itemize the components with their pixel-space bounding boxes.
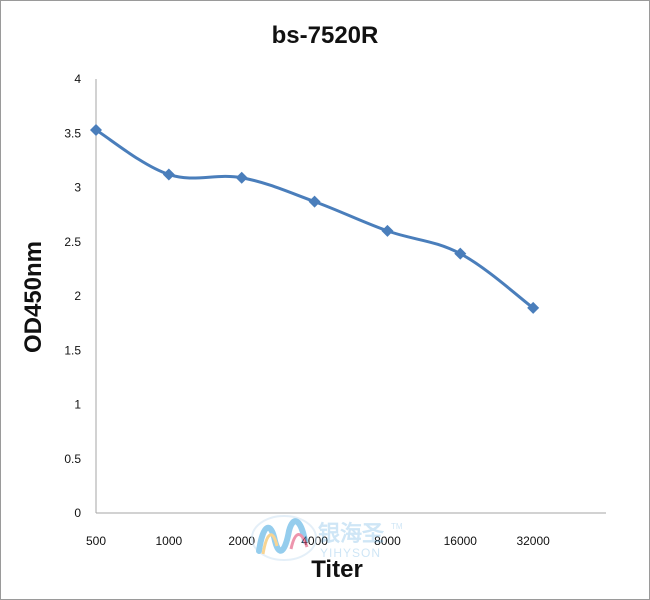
data-point-marker bbox=[381, 224, 394, 237]
data-point-marker bbox=[235, 171, 248, 184]
chart-title: bs-7520R bbox=[272, 22, 379, 49]
series-line bbox=[95, 128, 535, 310]
x-tick-label: 32000 bbox=[516, 534, 550, 548]
x-axis-ticks: 500 1000 2000 4000 8000 16000 32000 bbox=[86, 534, 550, 548]
y-tick-label: 3.5 bbox=[64, 126, 81, 140]
x-tick-label: 500 bbox=[86, 534, 106, 548]
y-tick-label: 2.5 bbox=[64, 235, 81, 249]
x-tick-label: 2000 bbox=[228, 534, 255, 548]
watermark-logo: 银海圣 TM YIHYSON bbox=[251, 515, 403, 561]
y-axis-ticks: 0 0.5 1 1.5 2 2.5 3 3.5 4 bbox=[64, 72, 81, 520]
y-tick-label: 1 bbox=[74, 398, 81, 412]
y-tick-label: 3 bbox=[74, 181, 81, 195]
watermark-english: YIHYSON bbox=[320, 546, 381, 560]
watermark-chinese: 银海圣 bbox=[318, 521, 385, 547]
data-point-marker bbox=[308, 195, 321, 208]
y-tick-label: 0.5 bbox=[64, 452, 81, 466]
data-series bbox=[90, 123, 540, 314]
x-tick-label: 16000 bbox=[444, 534, 478, 548]
wave-logo-icon bbox=[251, 515, 317, 561]
data-point-marker bbox=[90, 123, 102, 136]
x-tick-label: 1000 bbox=[156, 534, 183, 548]
x-axis-title: Titer bbox=[311, 556, 363, 583]
y-tick-label: 1.5 bbox=[64, 343, 81, 357]
data-point-marker bbox=[162, 168, 175, 181]
y-tick-label: 0 bbox=[74, 506, 81, 520]
y-tick-label: 2 bbox=[74, 289, 81, 303]
y-tick-label: 4 bbox=[74, 72, 81, 86]
y-axis-title: OD450nm bbox=[20, 241, 47, 353]
x-tick-label: 8000 bbox=[374, 534, 401, 548]
data-point-marker bbox=[527, 301, 540, 314]
data-point-marker bbox=[454, 247, 467, 260]
watermark-trademark: TM bbox=[391, 522, 403, 531]
